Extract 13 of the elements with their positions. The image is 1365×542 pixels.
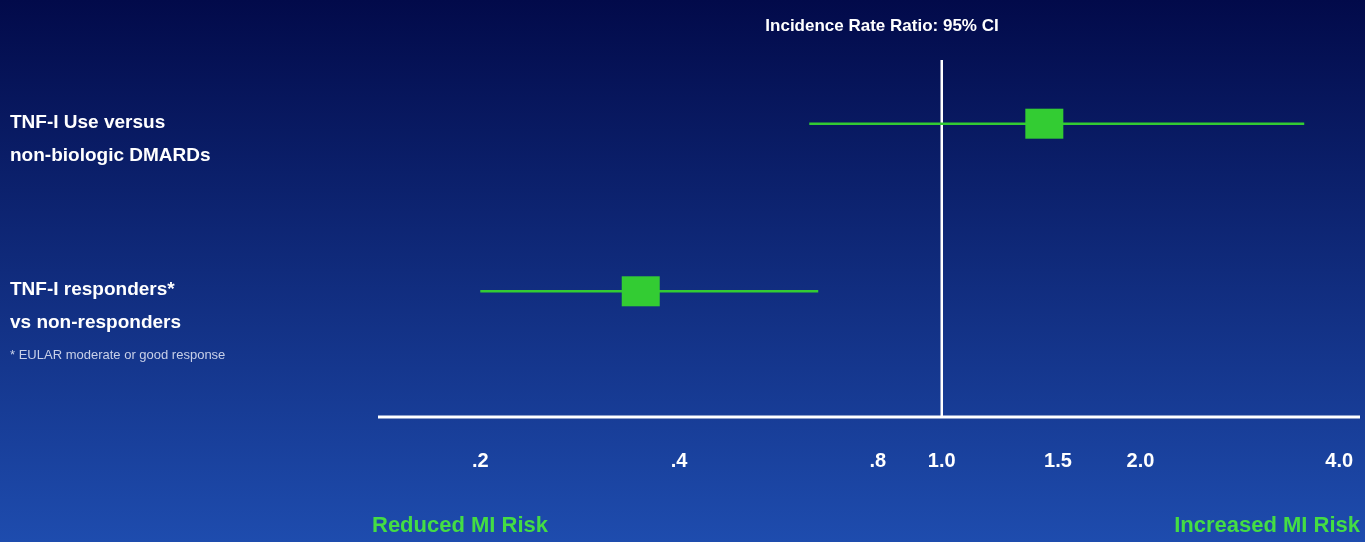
x-tick-label: 1.5 — [1044, 449, 1072, 472]
x-tick-label: 1.0 — [927, 449, 956, 472]
text: Reduced MI Risk — [372, 512, 549, 538]
y-tick-label: TNF-I Use versus non-biologic DMARDs — [10, 109, 211, 167]
x-tick-label: .8 — [869, 449, 887, 472]
x-tick-label: .4 — [670, 449, 689, 472]
x-tick-label: 2.0 — [1126, 449, 1155, 472]
text: * EULAR moderate or good response — [10, 347, 226, 362]
y-tick-label: TNF-I responders* vs non-responders — [10, 277, 182, 335]
chart-title: Incidence Rate Ratio: 95% CI — [764, 16, 1000, 36]
x-tick-label: .2 — [471, 449, 489, 472]
text: Increased MI Risk — [1174, 512, 1360, 538]
x-tick-label: 4.0 — [1325, 449, 1354, 472]
